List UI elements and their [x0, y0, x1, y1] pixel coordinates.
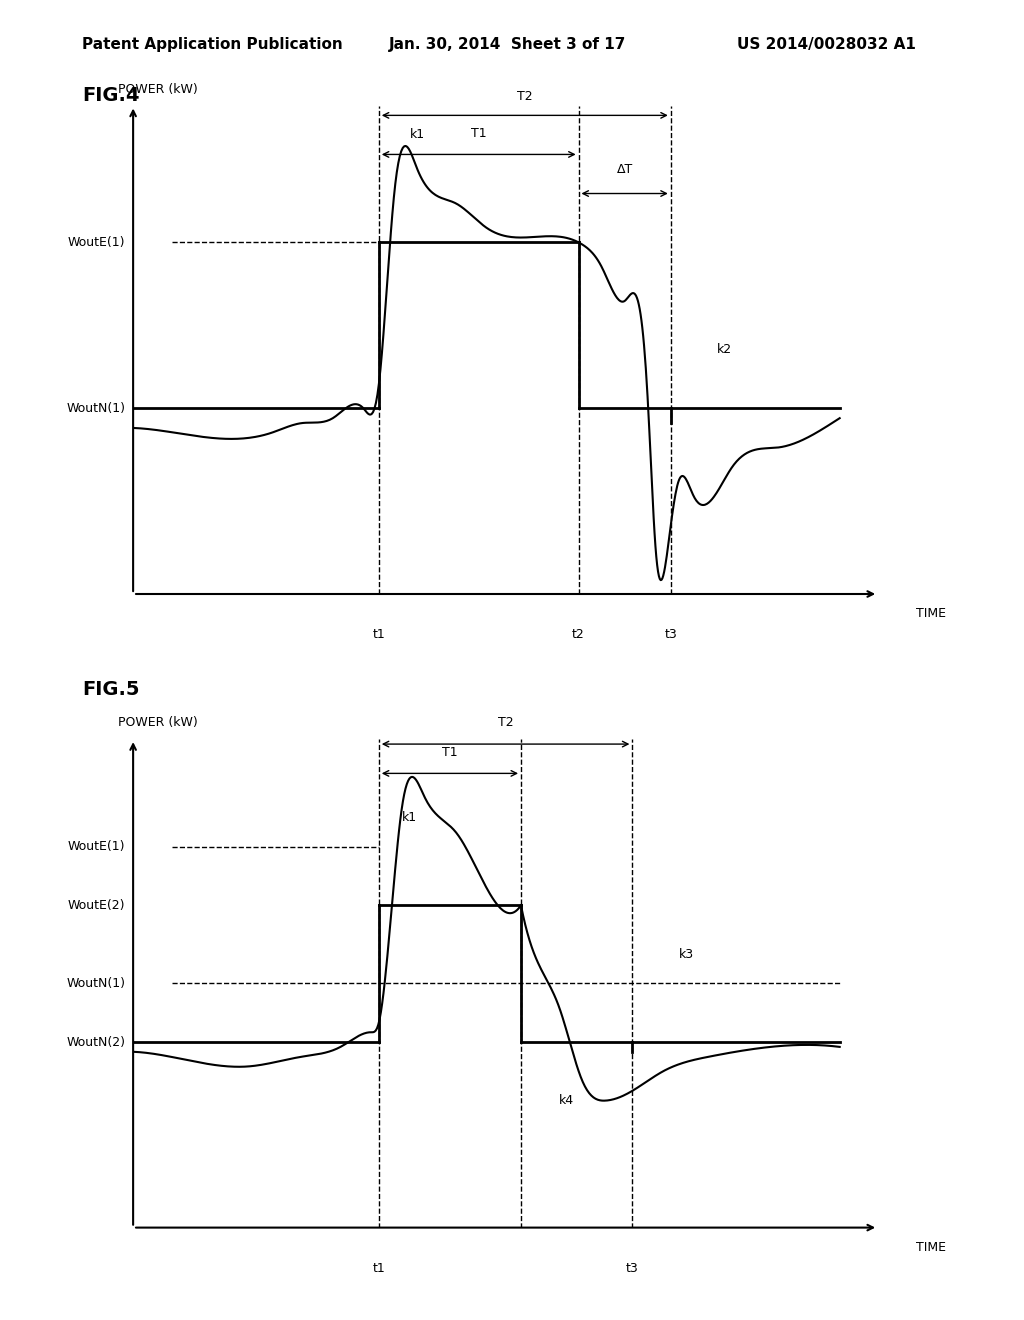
- Text: WoutN(1): WoutN(1): [67, 401, 125, 414]
- Text: t3: t3: [665, 628, 677, 642]
- Text: t1: t1: [373, 628, 385, 642]
- Text: WoutE(1): WoutE(1): [68, 236, 125, 249]
- Text: US 2014/0028032 A1: US 2014/0028032 A1: [737, 37, 916, 51]
- Text: k2: k2: [717, 343, 732, 356]
- Text: t1: t1: [373, 1262, 385, 1275]
- Text: WoutE(2): WoutE(2): [68, 899, 125, 912]
- Text: FIG.5: FIG.5: [82, 680, 139, 698]
- Text: T2: T2: [498, 717, 513, 730]
- Text: k1: k1: [401, 810, 417, 824]
- Text: k1: k1: [410, 128, 425, 141]
- Text: T2: T2: [517, 90, 532, 103]
- Text: WoutN(1): WoutN(1): [67, 977, 125, 990]
- Text: k4: k4: [559, 1094, 574, 1107]
- Text: WoutN(2): WoutN(2): [67, 1035, 125, 1048]
- Text: FIG.4: FIG.4: [82, 86, 139, 104]
- Text: TIME: TIME: [916, 607, 946, 620]
- Text: k3: k3: [678, 948, 693, 961]
- Text: ΔT: ΔT: [616, 164, 633, 177]
- Text: T1: T1: [442, 746, 458, 759]
- Text: t2: t2: [572, 628, 585, 642]
- Text: Patent Application Publication: Patent Application Publication: [82, 37, 343, 51]
- Text: t3: t3: [626, 1262, 639, 1275]
- Text: WoutE(1): WoutE(1): [68, 840, 125, 853]
- Text: T1: T1: [471, 127, 486, 140]
- Text: POWER (kW): POWER (kW): [118, 83, 198, 96]
- Text: Jan. 30, 2014  Sheet 3 of 17: Jan. 30, 2014 Sheet 3 of 17: [389, 37, 627, 51]
- Text: TIME: TIME: [916, 1241, 946, 1254]
- Text: POWER (kW): POWER (kW): [118, 717, 198, 730]
